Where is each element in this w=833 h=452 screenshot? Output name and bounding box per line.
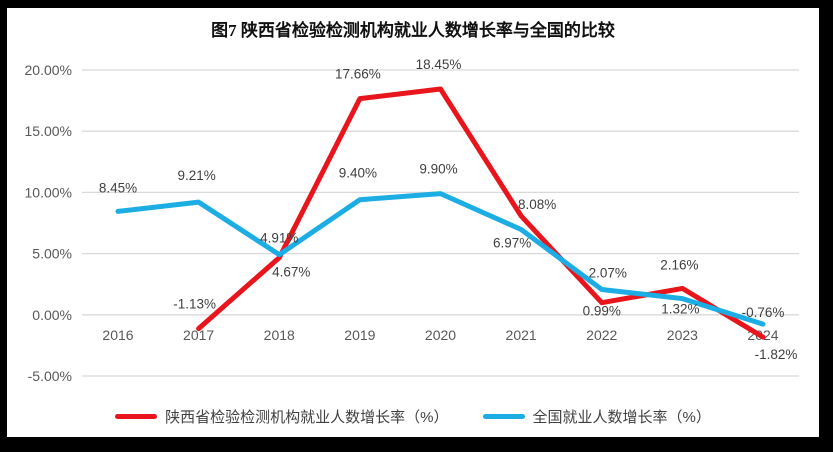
data-point-label: -0.76% xyxy=(742,305,785,320)
data-point-label: 9.90% xyxy=(419,162,457,177)
data-point-label: 0.99% xyxy=(583,304,621,319)
x-axis-tick-label: 2022 xyxy=(586,327,617,343)
chart-frame: 图7 陕西省检验检测机构就业人数增长率与全国的比较 20.00% 15.00% 10… xyxy=(7,8,819,437)
chart-legend: 陕西省检验检测机构就业人数增长率（%） 全国就业人数增长率（%） xyxy=(7,406,819,427)
x-axis-tick-label: 2017 xyxy=(183,327,214,343)
data-point-label: 9.40% xyxy=(339,166,377,181)
x-axis-tick-label: 2016 xyxy=(102,327,133,343)
y-axis-tick-label: 15.00% xyxy=(25,123,72,139)
data-point-label: 17.66% xyxy=(335,67,381,82)
x-axis-tick-label: 2020 xyxy=(425,327,456,343)
chart-title: 图7 陕西省检验检测机构就业人数增长率与全国的比较 xyxy=(211,21,615,40)
y-axis-tick-label: 0.00% xyxy=(32,307,72,323)
data-point-label: 18.45% xyxy=(416,57,462,72)
y-axis-tick-label: 10.00% xyxy=(25,184,72,200)
x-axis-tick-label: 2023 xyxy=(667,327,698,343)
legend-item-national: 全国就业人数增长率（%） xyxy=(482,406,711,427)
data-point-label: -1.13% xyxy=(173,297,216,312)
x-axis-tick-label: 2018 xyxy=(264,327,295,343)
data-point-label: 6.97% xyxy=(493,235,531,250)
series-line xyxy=(196,86,766,340)
data-point-label: 4.91% xyxy=(260,231,298,246)
data-point-label: 2.16% xyxy=(660,257,698,272)
legend-label-shaanxi: 陕西省检验检测机构就业人数增长率（%） xyxy=(165,409,449,426)
legend-item-shaanxi: 陕西省检验检测机构就业人数增长率（%） xyxy=(115,406,449,427)
legend-swatch-shaanxi xyxy=(115,414,158,419)
data-point-label: -1.82% xyxy=(755,347,798,362)
data-point-label: 4.67% xyxy=(272,265,310,280)
data-point-label: 9.21% xyxy=(177,168,215,183)
x-axis-tick-label: 2021 xyxy=(506,327,537,343)
data-point-label: 8.08% xyxy=(518,197,556,212)
y-axis-tick-label: 5.00% xyxy=(32,246,72,262)
data-point-label: 2.07% xyxy=(589,265,627,280)
data-point-label: 1.32% xyxy=(661,302,699,317)
x-axis-tick-label: 2019 xyxy=(344,327,375,343)
legend-label-national: 全国就业人数增长率（%） xyxy=(532,409,711,426)
y-axis-tick-label: 20.00% xyxy=(25,62,72,78)
y-axis-tick-label: -5.00% xyxy=(28,368,72,384)
series-line xyxy=(115,191,766,327)
data-point-label: 8.45% xyxy=(99,180,137,195)
chart-canvas: 20.00% 15.00% 10.00% 5.00% 0.00% -5.00% 2016 20… xyxy=(25,57,799,384)
legend-swatch-national xyxy=(482,414,525,419)
